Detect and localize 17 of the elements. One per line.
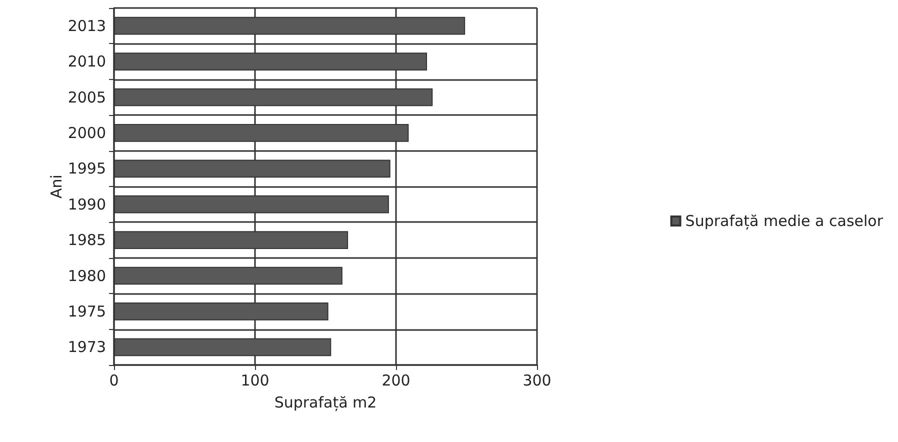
- y-tick-label: 1990: [68, 195, 106, 214]
- x-tick-label: 300: [522, 372, 552, 390]
- y-tick-label: 2000: [68, 124, 106, 142]
- y-tick-label: 2005: [68, 88, 106, 106]
- x-tick-label: 200: [382, 372, 410, 390]
- y-tick-label: 1975: [68, 302, 106, 320]
- y-tick-label: 1973: [68, 338, 106, 356]
- y-tick-label: 1985: [68, 231, 106, 250]
- y-axis-title: Ani: [47, 174, 66, 198]
- y-tick-label: 1995: [68, 160, 106, 178]
- y-tick-label: 2010: [68, 52, 106, 71]
- x-tick-label: 100: [240, 372, 270, 390]
- x-axis-title: Suprafață m2: [274, 394, 377, 412]
- y-tick-label: 2013: [68, 16, 106, 35]
- legend-label: Suprafață medie a caselor: [685, 212, 884, 230]
- x-tick-label: 0: [109, 372, 119, 390]
- y-tick-label: 1980: [68, 266, 106, 285]
